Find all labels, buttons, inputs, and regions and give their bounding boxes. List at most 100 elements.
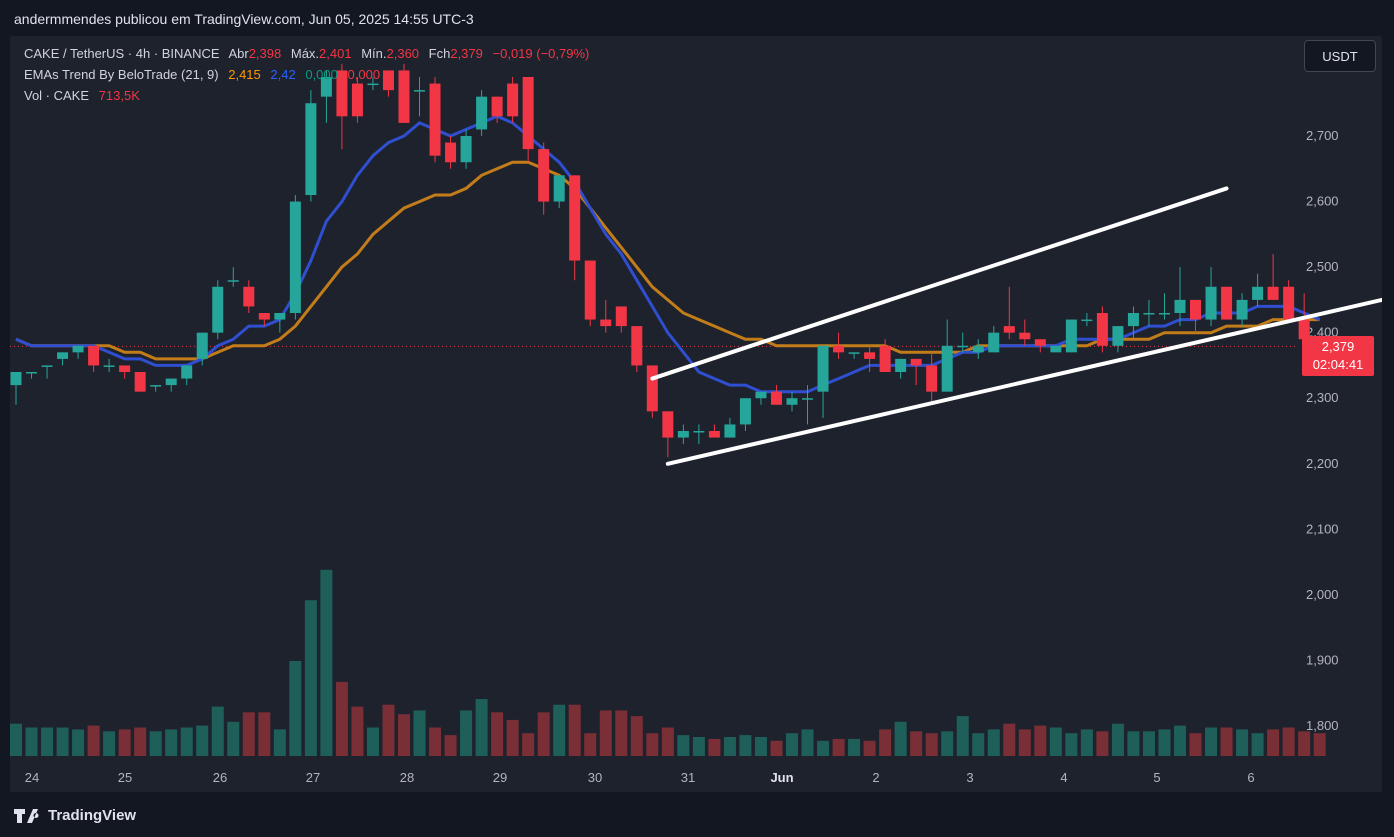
x-tick-label: 30: [588, 770, 602, 785]
volume-bar: [1127, 731, 1140, 756]
candle-body: [972, 345, 984, 353]
volume-bar: [894, 721, 907, 756]
x-tick-label: 4: [1060, 770, 1067, 785]
tradingview-logo[interactable]: TradingView: [14, 807, 136, 824]
open-value: 2,398: [248, 46, 282, 61]
volume-bar: [460, 710, 473, 756]
volume-bar: [1282, 727, 1295, 756]
volume-bar: [1189, 733, 1202, 756]
volume-bar: [1205, 727, 1218, 756]
candle-body: [181, 365, 193, 379]
candle-body: [243, 286, 255, 307]
candle-body: [802, 398, 814, 400]
volume-bar: [972, 733, 985, 756]
y-tick-label: 1,900: [1306, 652, 1339, 667]
candle-body: [708, 431, 720, 438]
x-tick-label: 29: [493, 770, 507, 785]
channel-trendline: [665, 297, 1382, 466]
candle-body: [460, 136, 472, 163]
candlestick-chart[interactable]: 2,700 2,600 2,500 2,400 2,300 2,200 2,100 2,000…: [10, 36, 1382, 792]
candle-body: [553, 175, 565, 202]
candle-body: [351, 83, 363, 117]
ema-slow-line: [15, 160, 1320, 361]
volume-bar: [382, 704, 395, 756]
candle-body: [879, 345, 891, 372]
volume-bar: [1174, 725, 1186, 756]
candle-body: [1127, 313, 1139, 327]
low-label: Mín.: [361, 46, 387, 61]
candle-body: [817, 345, 829, 392]
candle-body: [1158, 313, 1170, 315]
volume-bar: [304, 600, 317, 756]
volume-bar: [242, 712, 255, 756]
last-price-tag: 2,379 02:04:41: [1302, 336, 1374, 376]
x-tick-label: 26: [213, 770, 227, 785]
candle-body: [305, 103, 317, 195]
volume-bar: [165, 729, 178, 756]
volume-bar: [692, 737, 705, 756]
volume-bar: [584, 733, 597, 756]
close-label: Fch: [428, 46, 451, 61]
candle-body: [320, 77, 332, 97]
currency-unit-button[interactable]: USDT: [1304, 40, 1376, 72]
y-tick-label: 2,100: [1306, 521, 1339, 536]
volume-bar: [258, 712, 271, 756]
ema-indicator-name[interactable]: EMAs Trend By BeloTrade (21, 9): [24, 67, 219, 82]
y-tick-label: 2,000: [1306, 587, 1339, 602]
volume-bar: [211, 706, 224, 756]
legend-symbol[interactable]: CAKE / TetherUS · 4h · BINANCE: [24, 46, 220, 61]
x-tick-label: 2: [872, 770, 879, 785]
volume-bar: [568, 704, 581, 756]
volume-bar: [1049, 727, 1062, 756]
volume-bar: [723, 737, 736, 756]
volume-bar: [599, 710, 612, 756]
volume-bar: [879, 729, 892, 756]
change-value: −0,019 (−0,79%): [492, 46, 590, 61]
volume-bar: [149, 731, 162, 756]
ema-v4-value: 0,000: [347, 67, 381, 82]
candle-body: [103, 365, 115, 367]
volume-indicator-name[interactable]: Vol · CAKE: [24, 88, 90, 103]
candle-body: [1065, 319, 1077, 353]
volume-bar: [1298, 731, 1311, 756]
candle-body: [1096, 313, 1108, 346]
candle-body: [646, 365, 658, 412]
candle-body: [165, 378, 177, 386]
volume-bar: [366, 727, 379, 756]
candle-body: [212, 286, 224, 333]
volume-bar: [475, 699, 488, 756]
candle-body: [1174, 299, 1186, 313]
candle-body: [895, 358, 907, 372]
volume-bar: [770, 740, 783, 756]
candle-body: [134, 372, 146, 392]
volume-bar: [1065, 733, 1078, 756]
y-tick-label: 2,600: [1306, 194, 1339, 209]
candle-body: [615, 306, 627, 327]
y-tick-label: 1,800: [1306, 718, 1339, 733]
candle-body: [1267, 286, 1279, 300]
candle-body: [1221, 286, 1233, 320]
candle-body: [786, 398, 798, 405]
x-tick-label: 3: [966, 770, 973, 785]
volume-bar: [351, 706, 364, 756]
y-tick-label: 2,500: [1306, 259, 1339, 274]
legend-ema-row: EMAs Trend By BeloTrade (21, 9) 2,415 2,…: [24, 67, 386, 82]
x-tick-label: 27: [306, 770, 320, 785]
candle-body: [274, 313, 286, 320]
volume-bar: [1111, 723, 1124, 756]
top-bar: andermmendes publicou em TradingView.com…: [0, 0, 1394, 36]
candle-body: [864, 352, 876, 359]
candle-body: [1283, 286, 1295, 320]
volume-bar: [227, 721, 240, 756]
volume-bar: [398, 714, 410, 756]
candle-body: [677, 431, 689, 438]
candle-body: [57, 352, 69, 359]
volume-bar: [754, 737, 767, 756]
chart-frame: [10, 36, 1382, 792]
candle-body: [770, 391, 782, 405]
candle-body: [26, 372, 38, 374]
footer: TradingView: [0, 792, 1394, 837]
candle-body: [833, 345, 845, 353]
last-price-value: 2,379: [1321, 339, 1355, 354]
candle-body: [1003, 326, 1015, 333]
